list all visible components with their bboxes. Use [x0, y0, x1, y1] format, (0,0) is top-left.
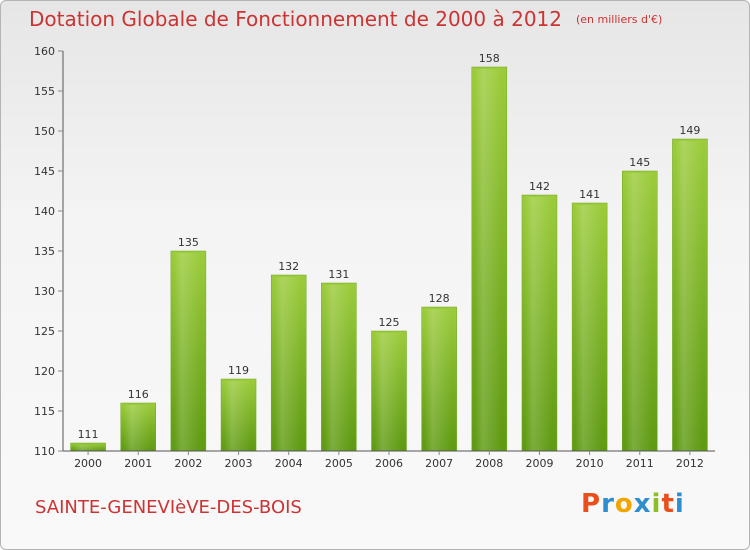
proxiti-logo[interactable]: Proxiti [581, 489, 685, 519]
bar-value-label: 131 [328, 268, 349, 281]
x-tick-label: 2000 [74, 457, 102, 470]
x-tick-label: 2001 [124, 457, 152, 470]
x-tick-label: 2009 [525, 457, 553, 470]
bar-value-label: 119 [228, 364, 249, 377]
bar-value-label: 141 [579, 188, 600, 201]
logo-letter: t [661, 489, 675, 519]
y-tick-label: 120 [34, 365, 55, 378]
x-tick-label: 2010 [576, 457, 604, 470]
x-tick-label: 2006 [375, 457, 403, 470]
y-tick-label: 110 [34, 445, 55, 458]
y-tick-label: 130 [34, 285, 55, 298]
bar-value-label: 158 [479, 52, 500, 65]
logo-letter: i [674, 489, 685, 519]
bar-value-label: 142 [529, 180, 550, 193]
logo-letter: r [601, 489, 615, 519]
y-tick-label: 125 [34, 325, 55, 338]
x-tick-label: 2007 [425, 457, 453, 470]
y-tick-label: 135 [34, 245, 55, 258]
logo-letter: x [633, 489, 652, 519]
x-tick-label: 2005 [325, 457, 353, 470]
bar-highlight [224, 381, 252, 451]
y-tick-label: 160 [34, 45, 55, 58]
commune-name: SAINTE-GENEVIèVE-DES-BOIS [35, 497, 302, 518]
bar-highlight [575, 205, 603, 451]
y-tick-label: 150 [34, 125, 55, 138]
logo-letter: o [614, 489, 634, 519]
bar-value-label: 116 [128, 388, 149, 401]
bar-highlight [173, 253, 201, 451]
y-tick-label: 145 [34, 165, 55, 178]
bar-value-label: 145 [629, 156, 650, 169]
bar-highlight [374, 333, 402, 451]
bar-value-label: 128 [429, 292, 450, 305]
x-tick-label: 2003 [225, 457, 253, 470]
bar-highlight [324, 285, 352, 451]
bar-highlight [123, 405, 151, 451]
logo-letter: P [581, 489, 602, 519]
bar-value-label: 135 [178, 236, 199, 249]
bar-highlight [274, 277, 302, 451]
chart-title: Dotation Globale de Fonctionnement de 20… [29, 7, 662, 31]
bar-highlight [424, 309, 452, 451]
bar-highlight [474, 69, 502, 451]
y-tick-label: 140 [34, 205, 55, 218]
x-tick-label: 2004 [275, 457, 303, 470]
x-tick-label: 2008 [475, 457, 503, 470]
chart-title-text: Dotation Globale de Fonctionnement de 20… [29, 7, 562, 31]
bar-highlight [625, 173, 653, 451]
bar-value-label: 125 [379, 316, 400, 329]
y-tick-label: 155 [34, 85, 55, 98]
x-tick-label: 2002 [174, 457, 202, 470]
bar-value-label: 111 [78, 428, 99, 441]
bars-group: 111 116 135 119 132 131 125 128 158 142 141 145 149 [70, 52, 708, 452]
y-axis: 110 115 120 125 130 135 140 145 150 155 160 [34, 45, 64, 458]
bar-highlight [524, 197, 552, 451]
chart-unit: (en milliers d'€) [576, 13, 663, 26]
logo-letter: i [651, 489, 662, 519]
bar-highlight [675, 141, 703, 451]
bar-value-label: 132 [278, 260, 299, 273]
bar-value-label: 149 [679, 124, 700, 137]
x-axis: 2000 2001 2002 2003 2004 2005 2006 2007 2008 2009… [63, 450, 715, 470]
bar-highlight [73, 445, 101, 451]
x-tick-label: 2011 [626, 457, 654, 470]
x-tick-label: 2012 [676, 457, 704, 470]
y-tick-label: 115 [34, 405, 55, 418]
